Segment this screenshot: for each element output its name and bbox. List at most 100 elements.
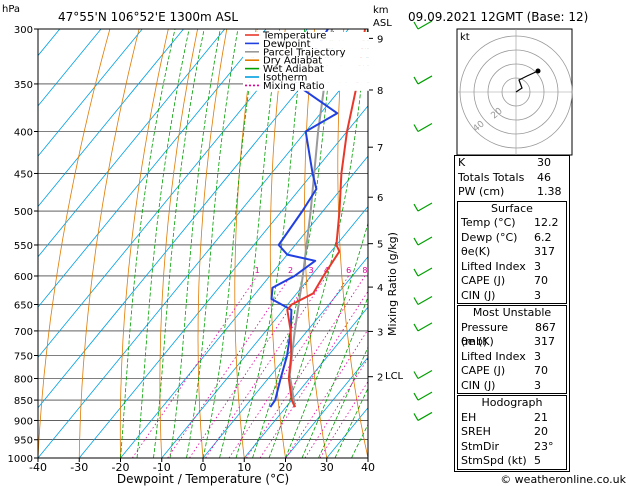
legend-entry: Temperature [262,31,326,42]
dry-adiabat [159,29,198,458]
index-row: K 30 [455,156,569,171]
wind-barb-icon [413,202,433,212]
index-label: Temp (°C) [461,216,516,229]
dry-adiabat [401,29,450,458]
wind-barb-icon [413,369,433,380]
x-tick-label: -10 [153,461,171,474]
mixing-ratio-axis-label: Mixing Ratio (g/kg) [386,232,399,336]
legend-bg [243,48,369,58]
index-row: CAPE (J) 70 [458,364,566,379]
km-tick-label: 8 [377,86,383,97]
isotherm [38,29,349,409]
isotherm [243,306,368,458]
temperature-line [286,29,366,408]
mixing-ratio-line [132,275,258,458]
legend-entry: Dry Adiabat [263,56,322,67]
hodograph-section: Hodograph EH 21 SREH 20 StmDir 23° StmSpd (kt)… [457,395,567,470]
mixing-ratio-label: 1 [255,266,260,275]
wet-adiabat [136,29,190,458]
hpa-label: hPa [2,4,20,15]
index-label: Lifted Index [461,349,526,363]
index-label: CIN (J) [461,288,496,302]
isotherm [38,29,226,258]
index-label: PW (cm) [458,185,505,198]
legend-bg [243,65,369,74]
wet-adiabat [285,221,368,458]
index-value: 1.38 [537,185,562,198]
index-row: Lifted Index 3 [458,260,566,275]
mixing-ratio-line [205,275,327,458]
legend-entry: Parcel Trajectory [263,47,346,58]
index-label: StmSpd (kt) [461,454,527,467]
x-tick-label: 30 [320,461,334,474]
mixing-ratio-label: 25 [429,266,439,275]
pressure-tick-label: 800 [14,374,33,385]
km-tick-label: 2 [377,373,383,384]
dry-adiabat [197,29,228,458]
index-value: 5 [534,454,541,467]
index-row: StmSpd (kt) 5 [458,454,566,469]
isotherm [38,29,184,208]
isotherm [202,256,368,458]
mixing-ratio-label: 3 [309,266,314,275]
index-value: 30 [537,156,551,169]
mixing-ratio-line [228,275,349,458]
most-unstable-section: Most Unstable Pressure (mb) 867 θe (K) 317 L… [457,305,567,394]
index-label: StmDir [461,439,500,453]
pressure-tick-label: 550 [14,241,33,252]
index-row: SREH 20 [458,425,566,440]
asl-label: ASL [373,18,392,29]
wind-barb-icon [413,267,433,277]
x-tick-label: 20 [279,461,293,474]
wind-barb-icon [413,20,433,30]
index-value: 21 [534,410,548,424]
plot-frame [37,28,369,459]
legend-entry: Dewpoint [263,39,311,50]
index-label: θe(K) [461,245,491,258]
index-label: K [458,156,466,169]
surface-section: Surface Temp (°C) 12.2 Dewp (°C) 6.2 θe(K) 31… [457,200,567,304]
wind-barb-icon [413,322,433,332]
dewpoint-line [269,29,339,408]
pressure-tick-label: 400 [14,128,33,139]
wet-adiabat [235,29,306,458]
wet-adiabat [169,29,221,458]
hodograph-storm-marker [535,68,541,74]
mixing-ratio-label: 10 [373,266,383,275]
wind-barb-icon [413,122,433,133]
legend-entry: Mixing Ratio [263,81,325,92]
dry-adiabat [78,29,140,458]
pressure-tick-label: 950 [14,436,33,447]
km-tick-label: 9 [377,34,383,45]
wet-adiabat [219,29,280,458]
dry-adiabat [607,29,629,458]
pressure-tick-label: 850 [14,396,33,407]
isotherm [285,356,368,458]
pressure-tick-label: 500 [14,207,33,218]
index-value: 317 [534,245,555,258]
isotherm [38,29,267,308]
isotherm [38,29,143,157]
pressure-tick-label: 600 [14,272,33,283]
index-value: 3 [534,288,541,302]
isotherm [78,105,368,458]
x-tick-label: 40 [361,461,375,474]
mixing-ratio-label: 6 [346,266,351,275]
index-label: CAPE (J) [461,274,506,287]
legend-bg [243,40,369,49]
wind-barb-icon [413,236,433,246]
isotherm [38,54,368,458]
wet-adiabat [268,29,368,458]
isotherm [38,29,102,107]
indices-table: K 30 Totals Totals 46 PW (cm) 1.38 Surface Te… [454,155,570,472]
index-label: Totals Totals [458,170,525,184]
x-tick-label: 0 [200,461,207,474]
mixing-ratio-line [259,290,368,458]
index-row: CIN (J) 3 [458,379,566,394]
mixing-ratio-line [167,275,291,458]
index-label: SREH [461,425,491,438]
x-tick-label: -30 [70,461,88,474]
wind-barb-icon [413,75,433,85]
index-value: 70 [534,364,548,377]
